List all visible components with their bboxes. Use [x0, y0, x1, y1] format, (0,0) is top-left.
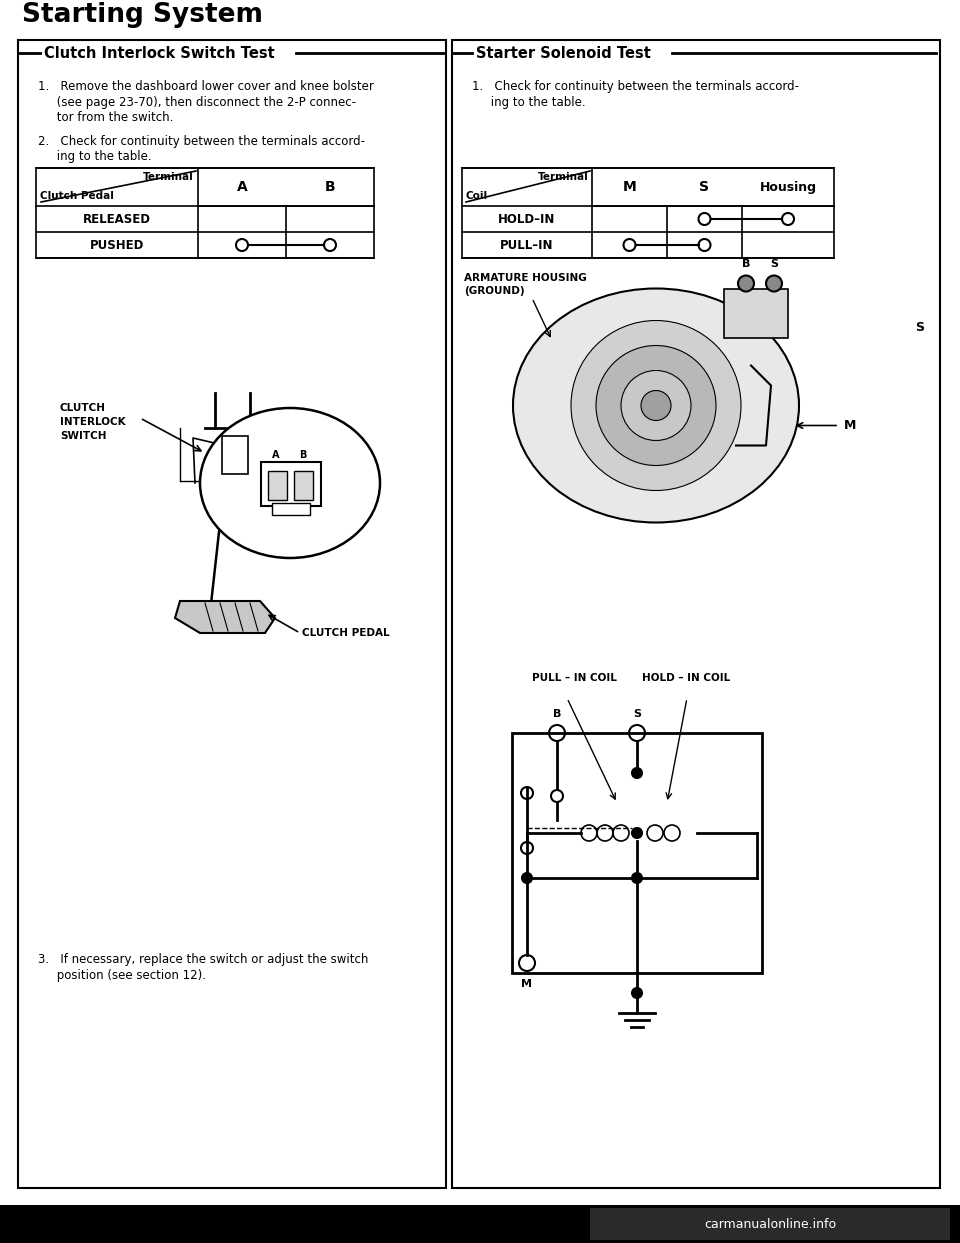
FancyBboxPatch shape	[268, 471, 286, 500]
Text: M: M	[623, 180, 636, 194]
Text: M: M	[521, 979, 533, 989]
Text: CLUTCH PEDAL: CLUTCH PEDAL	[302, 628, 390, 638]
Text: HOLD–IN: HOLD–IN	[498, 213, 556, 225]
Circle shape	[632, 768, 642, 778]
Text: Housing: Housing	[759, 180, 817, 194]
Bar	[18, 40, 446, 1188]
Text: PULL – IN COIL: PULL – IN COIL	[532, 672, 617, 682]
Circle shape	[571, 321, 741, 491]
Text: ARMATURE HOUSING
(GROUND): ARMATURE HOUSING (GROUND)	[464, 273, 587, 296]
Text: Clutch Pedal: Clutch Pedal	[40, 191, 114, 201]
Text: Coil: Coil	[466, 191, 488, 201]
Text: Clutch Interlock Switch Test: Clutch Interlock Switch Test	[44, 46, 275, 61]
Circle shape	[632, 828, 642, 838]
Bar	[462, 168, 834, 259]
Bar	[272, 503, 310, 515]
Text: B: B	[300, 450, 306, 460]
Polygon shape	[175, 602, 275, 633]
Text: 1.   Check for continuity between the terminals accord-: 1. Check for continuity between the term…	[472, 80, 799, 93]
Bar	[36, 168, 374, 259]
Circle shape	[632, 988, 642, 998]
Text: Starter Solenoid Test: Starter Solenoid Test	[476, 46, 651, 61]
Text: carmanualonline.info: carmanualonline.info	[704, 1217, 836, 1231]
Text: PUSHED: PUSHED	[90, 239, 144, 251]
Bar	[0, 1204, 960, 1243]
Text: B: B	[742, 259, 750, 268]
Bar	[452, 40, 940, 1188]
Circle shape	[632, 873, 642, 883]
FancyBboxPatch shape	[261, 462, 321, 506]
Text: A: A	[236, 180, 248, 194]
Circle shape	[621, 370, 691, 440]
Text: Starting System: Starting System	[22, 2, 263, 29]
Text: Terminal: Terminal	[539, 172, 589, 181]
Text: HOLD – IN COIL: HOLD – IN COIL	[642, 672, 731, 682]
Text: B: B	[553, 709, 562, 718]
Text: 23-78: 23-78	[22, 1204, 88, 1226]
Text: tor from the switch.: tor from the switch.	[38, 111, 174, 124]
Circle shape	[766, 276, 782, 292]
Text: RELEASED: RELEASED	[83, 213, 151, 225]
FancyBboxPatch shape	[724, 288, 788, 338]
Text: (see page 23-70), then disconnect the 2-P connec-: (see page 23-70), then disconnect the 2-…	[38, 96, 356, 108]
Text: Terminal: Terminal	[143, 172, 194, 181]
Text: 3.   If necessary, replace the switch or adjust the switch: 3. If necessary, replace the switch or a…	[38, 953, 369, 966]
Text: 1.   Remove the dashboard lower cover and knee bolster: 1. Remove the dashboard lower cover and …	[38, 80, 373, 93]
Text: M: M	[844, 419, 856, 433]
Text: CLUTCH
INTERLOCK
SWITCH: CLUTCH INTERLOCK SWITCH	[60, 403, 126, 441]
Circle shape	[522, 873, 532, 883]
FancyBboxPatch shape	[294, 471, 313, 500]
Text: S: S	[915, 321, 924, 334]
Ellipse shape	[200, 408, 380, 558]
Circle shape	[738, 276, 754, 292]
Circle shape	[596, 346, 716, 465]
Text: B: B	[324, 180, 335, 194]
Circle shape	[641, 390, 671, 420]
Text: ing to the table.: ing to the table.	[472, 96, 586, 108]
Bar	[590, 1208, 950, 1241]
Text: PULL–IN: PULL–IN	[500, 239, 554, 251]
Text: 2.   Check for continuity between the terminals accord-: 2. Check for continuity between the term…	[38, 134, 365, 148]
Bar	[512, 733, 762, 973]
Text: A: A	[273, 450, 279, 460]
Text: ing to the table.: ing to the table.	[38, 150, 152, 163]
FancyBboxPatch shape	[222, 436, 248, 474]
Ellipse shape	[513, 288, 799, 522]
Text: S: S	[633, 709, 641, 718]
Text: S: S	[770, 259, 778, 268]
Text: S: S	[700, 180, 709, 194]
Text: position (see section 12).: position (see section 12).	[38, 968, 206, 982]
